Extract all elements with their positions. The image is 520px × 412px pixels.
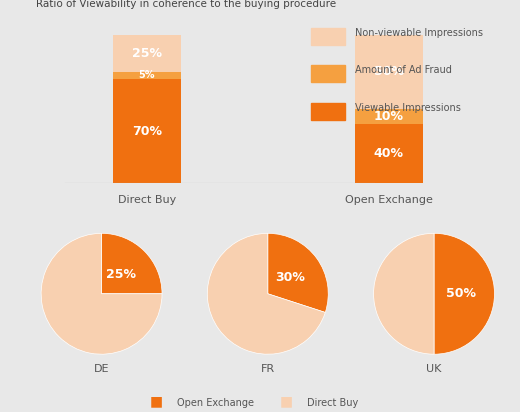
Bar bbox=[113, 79, 181, 183]
Text: 50%: 50% bbox=[446, 287, 476, 300]
Wedge shape bbox=[101, 233, 162, 294]
Text: Direct Buy: Direct Buy bbox=[118, 195, 176, 205]
Text: UK: UK bbox=[426, 364, 441, 375]
Text: Open Exchange: Open Exchange bbox=[177, 398, 254, 408]
Text: 50%: 50% bbox=[374, 65, 404, 78]
Wedge shape bbox=[373, 233, 434, 354]
Bar bbox=[113, 35, 181, 72]
Wedge shape bbox=[207, 233, 326, 354]
Wedge shape bbox=[268, 233, 328, 312]
Text: Amount of Ad Fraud: Amount of Ad Fraud bbox=[355, 66, 452, 75]
Text: 70%: 70% bbox=[132, 124, 162, 138]
Text: Non-viewable Impressions: Non-viewable Impressions bbox=[355, 28, 483, 38]
Text: DE: DE bbox=[94, 364, 109, 375]
FancyBboxPatch shape bbox=[311, 65, 345, 82]
Bar bbox=[355, 109, 423, 124]
Text: 25%: 25% bbox=[132, 47, 162, 60]
FancyBboxPatch shape bbox=[311, 28, 345, 45]
Text: 10%: 10% bbox=[374, 110, 404, 123]
Text: Direct Buy: Direct Buy bbox=[307, 398, 358, 408]
Text: 40%: 40% bbox=[374, 147, 404, 160]
Text: ■: ■ bbox=[279, 394, 293, 408]
Text: 25%: 25% bbox=[106, 268, 136, 281]
Text: 5%: 5% bbox=[139, 70, 155, 80]
Text: Open Exchange: Open Exchange bbox=[345, 195, 433, 205]
Bar bbox=[355, 35, 423, 109]
Bar bbox=[113, 72, 181, 79]
Text: Ratio of Viewability in coherence to the buying procedure: Ratio of Viewability in coherence to the… bbox=[36, 0, 336, 9]
FancyBboxPatch shape bbox=[311, 103, 345, 120]
Text: Viewable Impressions: Viewable Impressions bbox=[355, 103, 461, 113]
Bar bbox=[355, 124, 423, 183]
Text: 30%: 30% bbox=[275, 271, 305, 284]
Text: ■: ■ bbox=[149, 394, 163, 408]
Wedge shape bbox=[41, 233, 162, 354]
Wedge shape bbox=[434, 233, 495, 354]
Text: FR: FR bbox=[261, 364, 275, 375]
